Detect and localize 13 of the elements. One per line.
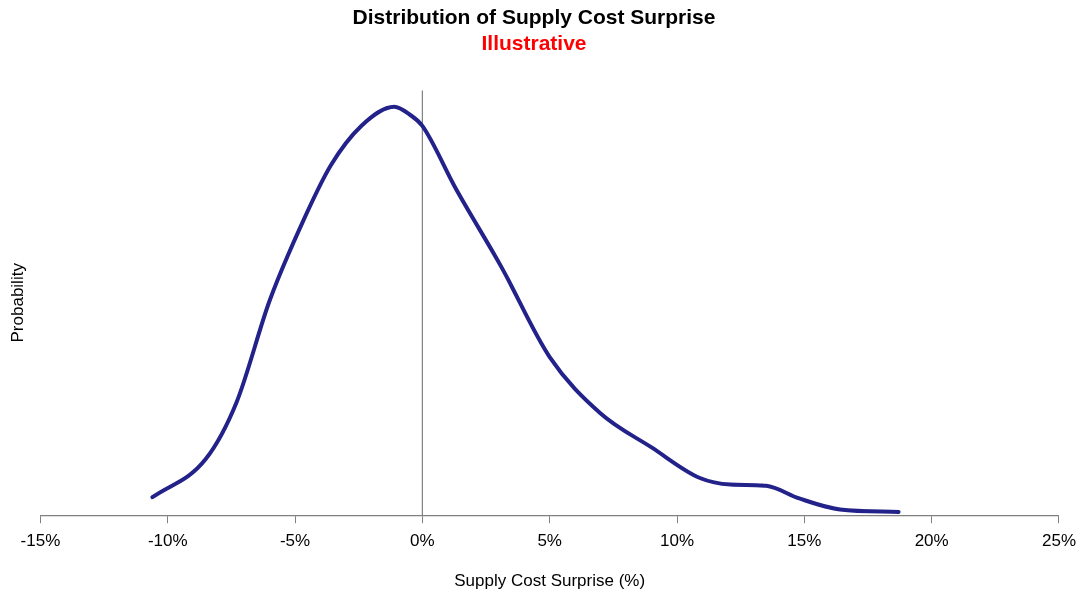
x-tick-label: 10%	[660, 531, 695, 551]
x-tick-label: -10%	[147, 531, 188, 551]
x-tick-label: -15%	[20, 531, 61, 551]
chart-subtitle: Illustrative	[481, 30, 587, 54]
x-tick-label: 0%	[410, 531, 435, 551]
x-tick-label: 5%	[537, 531, 562, 551]
x-axis-title: Supply Cost Surprise (%)	[454, 571, 646, 591]
x-tick-label: 15%	[787, 531, 822, 551]
x-tick-label: -5%	[279, 531, 311, 551]
x-tick-label: 20%	[914, 531, 949, 551]
y-axis-title: Probability	[7, 262, 27, 343]
x-tick-label: 25%	[1041, 531, 1076, 551]
chart-title: Distribution of Supply Cost Surprise	[352, 5, 716, 29]
